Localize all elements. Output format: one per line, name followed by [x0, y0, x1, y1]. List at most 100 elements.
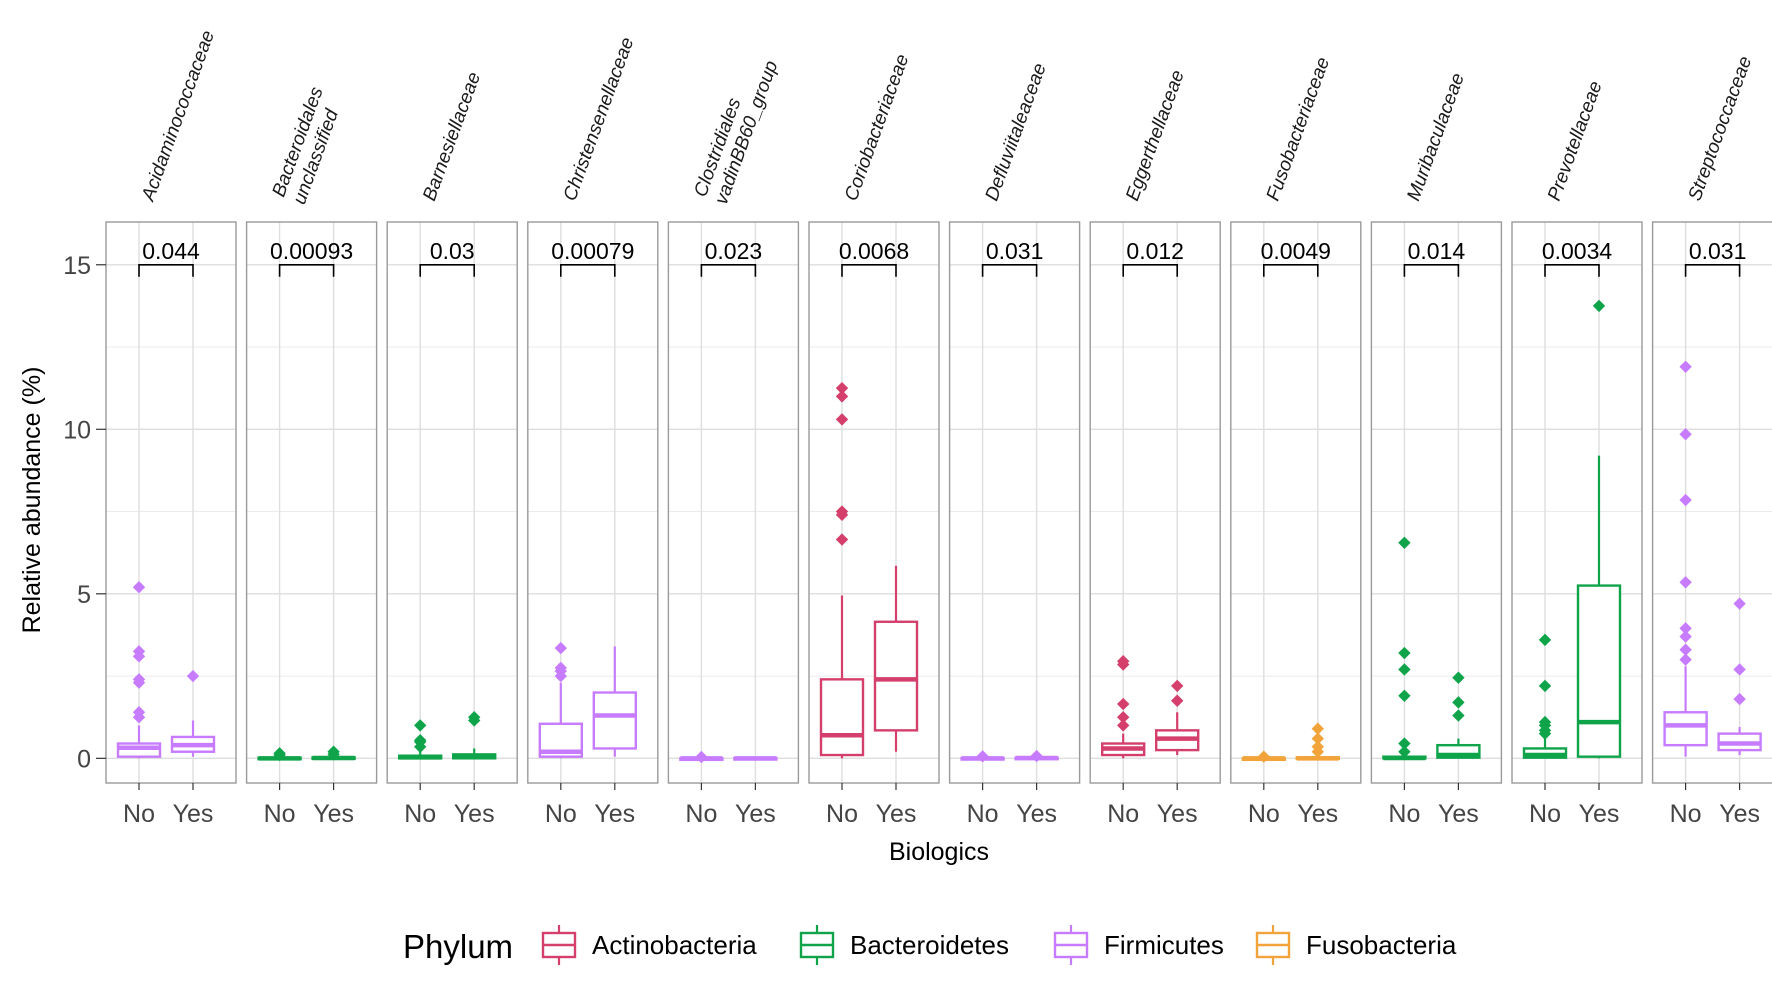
- facet-strip-label: Muribaculaceae: [1403, 70, 1469, 203]
- facet-strip-label: Christensenellaceae: [560, 35, 639, 204]
- box-no: [679, 750, 724, 764]
- outlier-point: [1679, 493, 1692, 507]
- outlier-point: [1679, 360, 1692, 373]
- facet-panel: 0.0034 No Yes Prevotellaceae: [1511, 78, 1643, 828]
- facet-strip-label: Fusobacteriaceae: [1263, 55, 1334, 204]
- facet-strip-label: Barnesiellaceae: [419, 69, 485, 203]
- facet-panel: 0.00079 No Yes Christensenellaceae: [527, 35, 659, 828]
- outlier-point: [1311, 722, 1324, 735]
- panel-border: [1089, 221, 1221, 784]
- outlier-point: [273, 747, 286, 760]
- y-tick-label: 10: [63, 416, 91, 444]
- panel-background: [1371, 222, 1502, 783]
- outlier-point: [1538, 679, 1552, 693]
- box-no: [1522, 633, 1568, 759]
- significance-bracket: [981, 263, 1038, 277]
- x-tick-label: No: [685, 800, 717, 828]
- outlier-point: [414, 734, 427, 747]
- significance-bracket: [1544, 263, 1600, 277]
- p-value-label: 0.023: [705, 238, 763, 264]
- panel-background: [949, 222, 1080, 783]
- outlier-point: [1171, 694, 1184, 707]
- outlier-point: [1398, 689, 1411, 703]
- outlier-point: [132, 673, 146, 686]
- outlier-point: [1117, 710, 1130, 724]
- outlier-point: [1452, 709, 1465, 722]
- facet-strip-label: Coriobacteriaceae: [841, 52, 913, 204]
- panel-border: [1511, 221, 1643, 784]
- box-no: [1100, 655, 1146, 759]
- x-tick-label: Yes: [454, 800, 495, 828]
- outlier-point: [1679, 643, 1692, 656]
- panel-border: [948, 221, 1081, 784]
- box-yes: [1154, 679, 1200, 756]
- facet-panel: 0.00093 No Yes Bacteroidalesunclassified: [245, 84, 378, 828]
- box-body: [1663, 711, 1708, 747]
- outlier-point: [835, 505, 849, 518]
- outlier-point: [1117, 697, 1130, 711]
- p-value-label: 0.044: [142, 238, 200, 264]
- legend-item: Fusobacteria: [1255, 925, 1457, 965]
- facet-strip-label: Prevotellaceae: [1544, 78, 1607, 203]
- x-tick-label: Yes: [1719, 800, 1760, 828]
- p-value-label: 0.0068: [839, 238, 909, 264]
- outlier-point: [1733, 663, 1746, 676]
- x-tick-label: Yes: [1438, 800, 1479, 828]
- outlier-point: [1592, 299, 1606, 313]
- x-tick-label: No: [404, 800, 436, 828]
- significance-bracket: [278, 263, 335, 277]
- p-value-label: 0.0049: [1261, 238, 1331, 264]
- box-yes: [1295, 722, 1341, 761]
- facet-panel: 0.03 No Yes Barnesiellaceae: [386, 69, 518, 828]
- box-no: [398, 719, 443, 760]
- legend: Phylum Actinobacteria Bacteroidetes Firmic…: [403, 925, 1457, 965]
- significance-bracket: [700, 263, 757, 277]
- outlier-point: [1452, 671, 1465, 684]
- box-yes: [452, 710, 497, 760]
- x-tick-label: No: [545, 800, 577, 828]
- box-yes: [1436, 671, 1481, 759]
- x-tick-label: Yes: [735, 800, 776, 828]
- box-no: [1241, 750, 1287, 763]
- x-tick-label: No: [826, 800, 858, 828]
- box-no: [116, 581, 162, 759]
- p-value-label: 0.00079: [551, 238, 634, 264]
- outlier-point: [1117, 719, 1130, 732]
- outlier-point: [132, 645, 146, 658]
- panel-background: [668, 222, 799, 783]
- legend-title: Phylum: [403, 928, 513, 965]
- x-tick-label: No: [264, 800, 296, 828]
- x-tick-label: No: [1388, 800, 1420, 828]
- significance-bracket: [419, 263, 475, 277]
- x-tick-label: Yes: [876, 800, 917, 828]
- outlier-point: [1257, 750, 1270, 763]
- outlier-point: [1311, 740, 1324, 754]
- panel-border: [386, 221, 518, 784]
- facet-panel: 0.0068 No Yes Coriobacteriaceae: [808, 52, 940, 828]
- outlier-point: [1679, 428, 1692, 441]
- outlier-point: [554, 661, 567, 675]
- facet-strip-label: Streptococcaceae: [1685, 54, 1757, 204]
- significance-bracket: [1403, 263, 1460, 277]
- box-body: [873, 620, 919, 732]
- panel-background: [527, 222, 658, 783]
- box-yes: [311, 745, 356, 761]
- box-yes: [873, 565, 919, 752]
- p-value-label: 0.03: [430, 238, 475, 264]
- outlier-point: [327, 745, 340, 758]
- facet-strip-label: Defluviitaleaceae: [982, 61, 1051, 204]
- x-tick-label: No: [1248, 800, 1280, 828]
- panel-background: [387, 222, 518, 783]
- panel-border: [808, 221, 940, 784]
- x-tick-label: Yes: [1579, 800, 1620, 828]
- facet-panel: 0.012 No Yes Eggerthellaceae: [1089, 67, 1221, 828]
- facet-panel: 0.0049 No Yes Fusobacteriaceae: [1230, 55, 1362, 828]
- p-value-label: 0.031: [986, 238, 1044, 264]
- box-yes: [170, 669, 216, 757]
- outlier-point: [1452, 696, 1465, 709]
- outlier-point: [186, 669, 200, 683]
- y-tick-label: 0: [77, 745, 91, 773]
- panel-background: [1652, 222, 1772, 783]
- panel-background: [106, 222, 236, 783]
- facet-strip-label: ClostridialesvadinBB60_group: [690, 51, 782, 208]
